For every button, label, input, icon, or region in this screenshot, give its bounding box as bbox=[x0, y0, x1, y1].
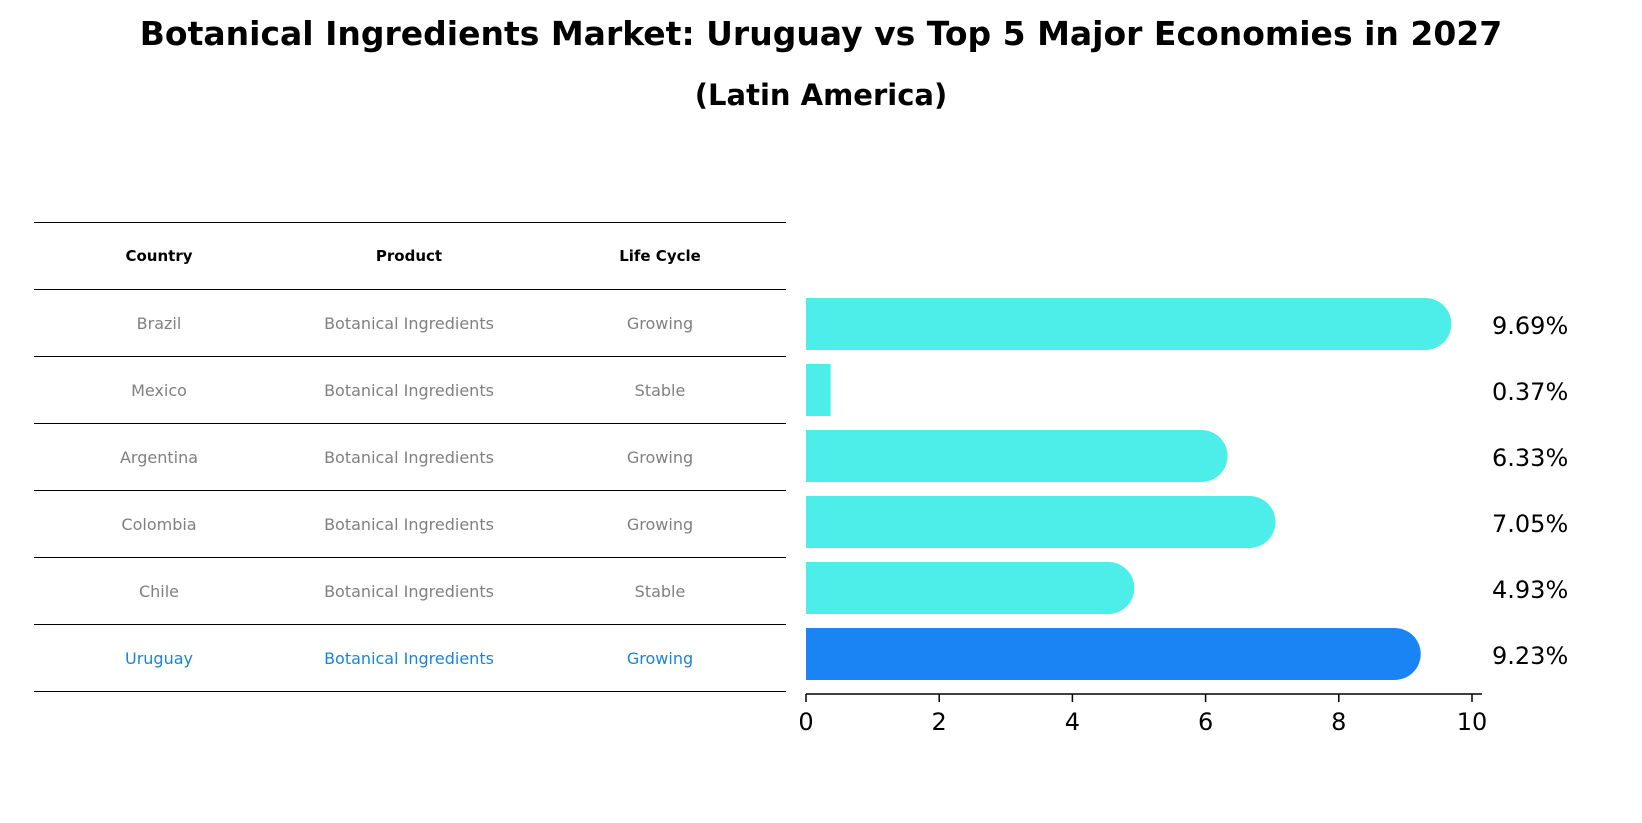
table-row: Mexico Botanical Ingredients Stable bbox=[34, 356, 786, 424]
x-tick-label: 8 bbox=[1331, 708, 1346, 736]
cell-product: Botanical Ingredients bbox=[284, 490, 534, 558]
x-tick-label: 4 bbox=[1065, 708, 1080, 736]
table-row: Chile Botanical Ingredients Stable bbox=[34, 557, 786, 625]
value-label: 0.37% bbox=[1492, 378, 1568, 406]
bar-colombia bbox=[806, 496, 1276, 548]
cell-country: Chile bbox=[34, 557, 284, 625]
value-label: 4.93% bbox=[1492, 576, 1568, 604]
table-row-highlighted: Uruguay Botanical Ingredients Growing bbox=[34, 624, 786, 692]
cell-product: Botanical Ingredients bbox=[284, 356, 534, 424]
cell-product: Botanical Ingredients bbox=[284, 557, 534, 625]
value-label: 9.23% bbox=[1492, 642, 1568, 670]
bar-uruguay bbox=[806, 628, 1421, 680]
header-country: Country bbox=[34, 222, 284, 290]
cell-life-cycle: Stable bbox=[534, 356, 786, 424]
bar-chile bbox=[806, 562, 1135, 614]
cell-life-cycle: Growing bbox=[534, 624, 786, 692]
cell-country: Mexico bbox=[34, 356, 284, 424]
table-row: Colombia Botanical Ingredients Growing bbox=[34, 490, 786, 558]
bar-mexico bbox=[806, 364, 831, 416]
x-tick-label: 6 bbox=[1198, 708, 1213, 736]
cell-life-cycle: Growing bbox=[534, 490, 786, 558]
country-table: Country Product Life Cycle Brazil Botani… bbox=[34, 222, 786, 692]
cell-life-cycle: Growing bbox=[534, 289, 786, 357]
cell-product: Botanical Ingredients bbox=[284, 624, 534, 692]
bar-brazil bbox=[806, 298, 1452, 350]
value-label: 9.69% bbox=[1492, 312, 1568, 340]
x-tick-label: 10 bbox=[1457, 708, 1488, 736]
cell-life-cycle: Growing bbox=[534, 423, 786, 491]
x-tick-label: 2 bbox=[932, 708, 947, 736]
cell-life-cycle: Stable bbox=[534, 557, 786, 625]
value-label: 7.05% bbox=[1492, 510, 1568, 538]
value-label: 6.33% bbox=[1492, 444, 1568, 472]
cell-country: Argentina bbox=[34, 423, 284, 491]
chart-subtitle: (Latin America) bbox=[694, 78, 948, 112]
cell-country: Brazil bbox=[34, 289, 284, 357]
header-life-cycle: Life Cycle bbox=[534, 222, 786, 290]
bar-argentina bbox=[806, 430, 1228, 482]
cell-product: Botanical Ingredients bbox=[284, 289, 534, 357]
table-row: Argentina Botanical Ingredients Growing bbox=[34, 423, 786, 491]
cell-country: Uruguay bbox=[34, 624, 284, 692]
header-product: Product bbox=[284, 222, 534, 290]
cell-country: Colombia bbox=[34, 490, 284, 558]
cell-product: Botanical Ingredients bbox=[284, 423, 534, 491]
chart-title: Botanical Ingredients Market: Uruguay vs… bbox=[139, 14, 1503, 53]
table-header-row: Country Product Life Cycle bbox=[34, 222, 786, 290]
x-tick-label: 0 bbox=[798, 708, 813, 736]
table-row: Brazil Botanical Ingredients Growing bbox=[34, 289, 786, 357]
